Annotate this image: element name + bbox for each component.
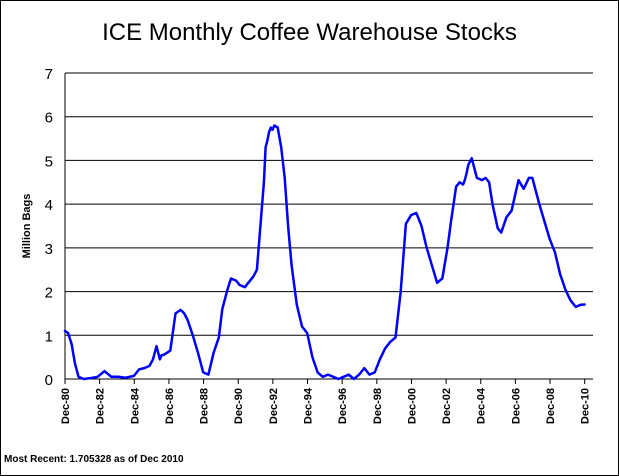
x-tick-label-Dec-06: Dec-06: [510, 388, 522, 424]
y-tick-label-3: 3: [45, 241, 53, 258]
x-tick-label-Dec-80: Dec-80: [60, 388, 72, 424]
y-tick-label-5: 5: [45, 153, 53, 170]
x-tick-label-Dec-90: Dec-90: [233, 388, 245, 424]
axis-layer: [64, 73, 593, 384]
x-tick-label-Dec-84: Dec-84: [129, 387, 141, 424]
x-tick-label-Dec-94: Dec-94: [303, 387, 315, 424]
series-line-0: [63, 124, 586, 381]
x-tick-label-Dec-82: Dec-82: [95, 388, 107, 424]
label-layer: 0 1 2 3 4 5 6 7 Dec-80 Dec-82 Dec-84 Dec-86 Dec-88 De…: [21, 66, 592, 424]
x-tick-label-Dec-98: Dec-98: [372, 388, 384, 424]
x-tick-label-Dec-96: Dec-96: [337, 388, 349, 424]
x-tick-label-Dec-86: Dec-86: [164, 388, 176, 424]
y-tick-label-6: 6: [45, 110, 53, 127]
y-tick-label-4: 4: [45, 197, 53, 214]
x-tick-label-Dec-00: Dec-00: [406, 388, 418, 424]
x-tick-label-Dec-02: Dec-02: [441, 388, 453, 424]
grid-layer: [65, 72, 593, 336]
series-layer: [63, 124, 586, 381]
y-tick-label-1: 1: [45, 328, 53, 345]
x-tick-label-Dec-10: Dec-10: [580, 388, 592, 424]
x-tick-label-Dec-04: Dec-04: [476, 387, 488, 424]
chart-title: ICE Monthly Coffee Warehouse Stocks: [102, 19, 517, 46]
y-tick-label-0: 0: [45, 372, 53, 389]
y-tick-label-2: 2: [45, 285, 53, 302]
x-tick-label-Dec-92: Dec-92: [268, 388, 280, 424]
y-tick-label-7: 7: [45, 66, 53, 83]
y-axis-title: Million Bags: [21, 194, 33, 259]
chart-footnote: Most Recent: 1.705328 as of Dec 2010: [4, 454, 184, 465]
x-tick-label-Dec-08: Dec-08: [545, 388, 557, 424]
x-tick-label-Dec-88: Dec-88: [199, 388, 211, 424]
